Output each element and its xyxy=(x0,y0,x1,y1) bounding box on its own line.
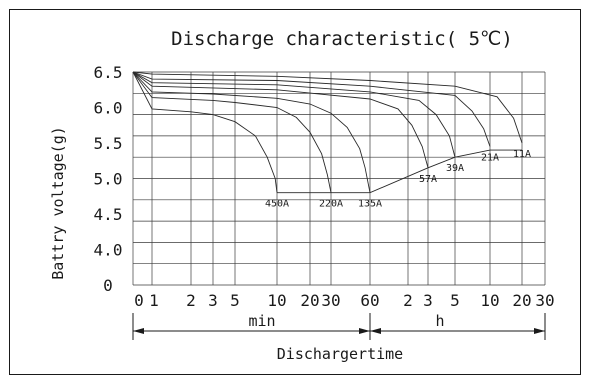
y-tick-0: 0 xyxy=(103,276,113,295)
curve-57A xyxy=(132,71,429,168)
x-tick-13: 20 xyxy=(512,291,531,310)
curve-label-39A: 39A xyxy=(446,163,464,174)
unit-arrowhead-2 xyxy=(370,328,381,334)
chart-title: Discharge characteristic( 5℃) xyxy=(171,28,513,50)
x-tick-2: 2 xyxy=(186,291,196,310)
unit-label-h: h xyxy=(435,312,444,330)
y-tick-4.5: 4.5 xyxy=(94,205,123,224)
x-tick-12: 10 xyxy=(480,291,499,310)
curve-label-220A: 220A xyxy=(319,199,343,210)
y-axis-label: Battry voltage(g) xyxy=(49,126,67,280)
chart-frame xyxy=(9,9,581,375)
curve-label-21A: 21A xyxy=(481,153,499,164)
x-tick-8: 60 xyxy=(360,291,379,310)
x-tick-3: 3 xyxy=(208,291,218,310)
curves xyxy=(132,71,523,194)
x-tick-labels: 0 1 2 3 5 10 20 30 60 2 3 5 10 20 30 xyxy=(134,291,554,310)
x-tick-14: 30 xyxy=(535,291,554,310)
x-tick-11: 5 xyxy=(450,291,460,310)
curve-11A xyxy=(132,71,523,144)
y-tick-labels: 0 4.0 4.5 5.0 5.5 6.0 6.5 xyxy=(94,63,123,295)
curve-450A xyxy=(132,71,278,193)
x-tick-0: 0 xyxy=(134,291,144,310)
y-tick-5.5: 5.5 xyxy=(94,134,123,153)
x-tick-7: 30 xyxy=(321,291,340,310)
end-voltage-line xyxy=(277,149,522,194)
y-tick-6.0: 6.0 xyxy=(94,99,123,118)
x-tick-5: 10 xyxy=(267,291,286,310)
curve-label-450A: 450A xyxy=(265,199,289,210)
unit-label-min: min xyxy=(248,312,275,330)
x-tick-9: 2 xyxy=(403,291,413,310)
unit-arrowhead-1 xyxy=(359,328,370,334)
curve-135A xyxy=(132,71,371,193)
curve-labels: 450A 220A 135A 57A 39A 21A 11A xyxy=(265,149,531,210)
curve-220A xyxy=(132,71,332,193)
curve-label-11A: 11A xyxy=(513,149,531,160)
y-tick-4.0: 4.0 xyxy=(94,241,123,260)
y-tick-6.5: 6.5 xyxy=(94,63,123,82)
curve-label-135A: 135A xyxy=(358,199,382,210)
x-unit-scale: min h xyxy=(132,312,546,340)
unit-arrowhead-0 xyxy=(133,328,144,334)
curve-21A xyxy=(132,71,491,147)
curve-39A xyxy=(132,71,456,158)
x-tick-6: 20 xyxy=(300,291,319,310)
y-tick-5.0: 5.0 xyxy=(94,170,123,189)
grid xyxy=(132,71,546,286)
curve-label-57A: 57A xyxy=(419,174,437,185)
x-tick-10: 3 xyxy=(423,291,433,310)
x-axis-label: Dischargertime xyxy=(277,345,403,363)
x-tick-1: 1 xyxy=(149,291,159,310)
unit-arrowhead-3 xyxy=(534,328,545,334)
x-tick-4: 5 xyxy=(230,291,240,310)
